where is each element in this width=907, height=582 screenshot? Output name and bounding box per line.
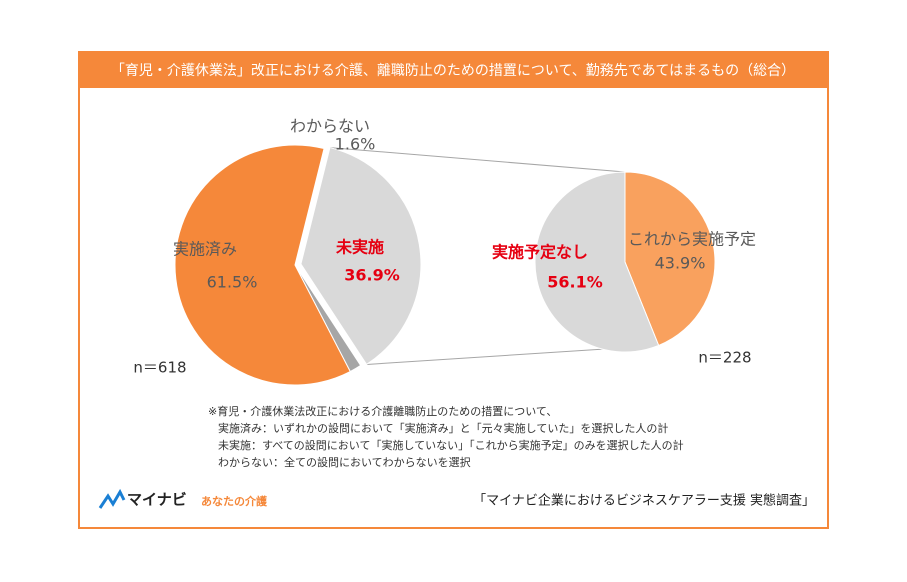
logo-brand: マイナビ: [127, 491, 187, 509]
logo-mark: [98, 488, 126, 509]
value-label: 36.9%: [344, 266, 400, 285]
title-bar: [79, 52, 828, 88]
n-label: n＝228: [698, 349, 751, 367]
connector: [329, 147, 626, 173]
pie-slice: [300, 146, 422, 366]
notes: ※育児・介護休業法改正における介護離職防止のための措置について、 実施済み：いず…: [208, 404, 684, 469]
note: わからない：全ての設問においてわからないを選択: [218, 455, 471, 469]
value-label: 43.9%: [655, 254, 706, 273]
logo: マイナビ あなたの介護: [98, 488, 268, 509]
source: 「マイナビ企業におけるビジネスケアラー支援 実態調査」: [473, 493, 815, 509]
note: ※育児・介護休業法改正における介護離職防止のための措置について、: [208, 404, 557, 418]
slice-label: わからない: [290, 117, 370, 136]
slice-label: 実施済み: [173, 240, 237, 259]
logo-sub: あなたの介護: [201, 494, 268, 508]
slice-label: 未実施: [335, 238, 384, 257]
pie-slice: [534, 171, 660, 353]
chart-title: 「育児・介護休業法」改正における介護、離職防止のための措置について、勤務先であて…: [111, 62, 795, 79]
note: 実施済み：いずれかの設問において「実施済み」と「元々実施していた」を選択した人の…: [218, 421, 668, 435]
note: 未実施：すべての設問において「実施していない」「これから実施予定」のみを選択した…: [218, 438, 684, 452]
value-label: 61.5%: [207, 273, 258, 292]
n-label: n＝618: [133, 359, 186, 377]
pie-slice: [174, 144, 351, 386]
value-label: 1.6%: [335, 135, 376, 154]
slice-label: これから実施予定: [628, 230, 756, 249]
value-label: 56.1%: [547, 273, 603, 292]
slice-label: 実施予定なし: [492, 243, 588, 262]
pie-slice: [624, 171, 716, 347]
